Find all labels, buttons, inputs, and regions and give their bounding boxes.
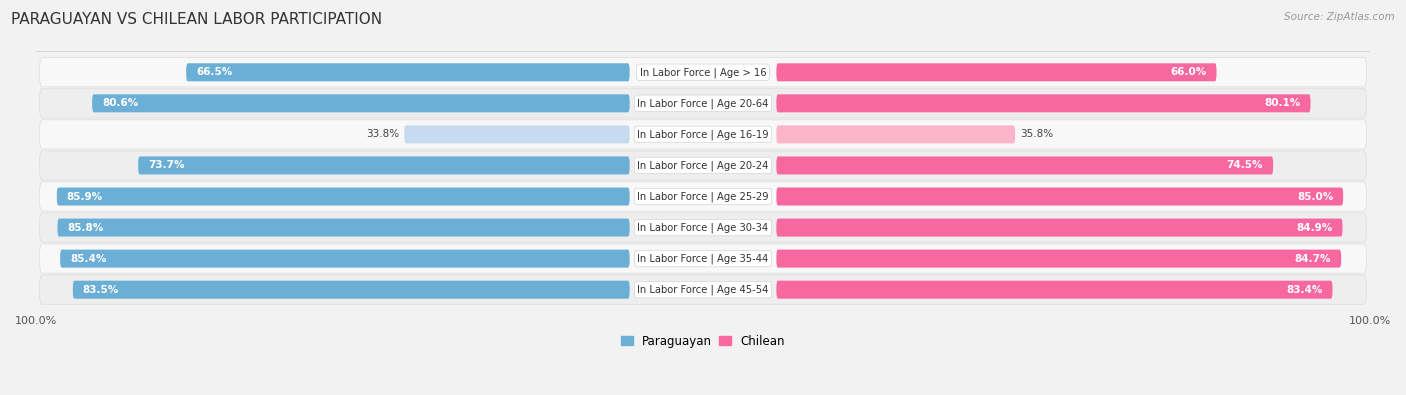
Text: 80.1%: 80.1% — [1264, 98, 1301, 108]
FancyBboxPatch shape — [93, 94, 630, 112]
FancyBboxPatch shape — [39, 275, 1367, 304]
Legend: Paraguayan, Chilean: Paraguayan, Chilean — [616, 330, 790, 352]
FancyBboxPatch shape — [776, 250, 1341, 268]
FancyBboxPatch shape — [58, 218, 630, 237]
Text: PARAGUAYAN VS CHILEAN LABOR PARTICIPATION: PARAGUAYAN VS CHILEAN LABOR PARTICIPATIO… — [11, 12, 382, 27]
Text: 85.9%: 85.9% — [67, 192, 103, 201]
FancyBboxPatch shape — [39, 151, 1367, 180]
FancyBboxPatch shape — [39, 89, 1367, 118]
Text: 85.8%: 85.8% — [67, 222, 104, 233]
Text: In Labor Force | Age 35-44: In Labor Force | Age 35-44 — [637, 253, 769, 264]
Text: 80.6%: 80.6% — [103, 98, 138, 108]
FancyBboxPatch shape — [73, 281, 630, 299]
FancyBboxPatch shape — [776, 156, 1274, 175]
Text: 66.0%: 66.0% — [1170, 67, 1206, 77]
FancyBboxPatch shape — [138, 156, 630, 175]
Text: 84.7%: 84.7% — [1295, 254, 1331, 263]
Text: 83.4%: 83.4% — [1286, 285, 1323, 295]
FancyBboxPatch shape — [776, 281, 1333, 299]
Text: Source: ZipAtlas.com: Source: ZipAtlas.com — [1284, 12, 1395, 22]
Text: 83.5%: 83.5% — [83, 285, 120, 295]
Text: 85.0%: 85.0% — [1296, 192, 1333, 201]
FancyBboxPatch shape — [405, 125, 630, 143]
FancyBboxPatch shape — [39, 182, 1367, 211]
FancyBboxPatch shape — [186, 63, 630, 81]
FancyBboxPatch shape — [39, 244, 1367, 273]
Text: In Labor Force | Age 20-24: In Labor Force | Age 20-24 — [637, 160, 769, 171]
Text: 85.4%: 85.4% — [70, 254, 107, 263]
Text: In Labor Force | Age 30-34: In Labor Force | Age 30-34 — [637, 222, 769, 233]
Text: 35.8%: 35.8% — [1021, 130, 1053, 139]
FancyBboxPatch shape — [39, 213, 1367, 242]
Text: 74.5%: 74.5% — [1226, 160, 1263, 171]
Text: 84.9%: 84.9% — [1296, 222, 1333, 233]
Text: In Labor Force | Age 16-19: In Labor Force | Age 16-19 — [637, 129, 769, 140]
FancyBboxPatch shape — [776, 218, 1343, 237]
FancyBboxPatch shape — [776, 63, 1216, 81]
Text: In Labor Force | Age > 16: In Labor Force | Age > 16 — [640, 67, 766, 77]
FancyBboxPatch shape — [39, 120, 1367, 149]
FancyBboxPatch shape — [39, 58, 1367, 87]
FancyBboxPatch shape — [776, 125, 1015, 143]
FancyBboxPatch shape — [776, 188, 1343, 205]
Text: 73.7%: 73.7% — [148, 160, 184, 171]
FancyBboxPatch shape — [60, 250, 630, 268]
Text: In Labor Force | Age 25-29: In Labor Force | Age 25-29 — [637, 191, 769, 202]
Text: In Labor Force | Age 45-54: In Labor Force | Age 45-54 — [637, 284, 769, 295]
FancyBboxPatch shape — [776, 94, 1310, 112]
Text: In Labor Force | Age 20-64: In Labor Force | Age 20-64 — [637, 98, 769, 109]
FancyBboxPatch shape — [56, 188, 630, 205]
Text: 33.8%: 33.8% — [366, 130, 399, 139]
Text: 66.5%: 66.5% — [197, 67, 232, 77]
